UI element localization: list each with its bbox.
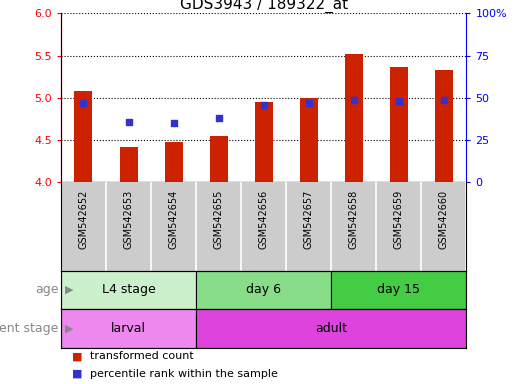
Bar: [344, 54, 363, 182]
Point: [80, 100, 88, 106]
Text: age: age: [35, 283, 58, 296]
Text: ▶: ▶: [58, 323, 74, 333]
Point: [124, 119, 132, 125]
Point: [350, 96, 358, 103]
Point: [440, 96, 448, 103]
Point: [214, 115, 223, 121]
Bar: [254, 102, 272, 182]
Bar: [435, 70, 453, 182]
Bar: [209, 136, 228, 182]
Text: ▶: ▶: [58, 285, 74, 295]
Point: [394, 98, 403, 104]
Bar: [331, 271, 466, 309]
Title: GDS3943 / 189322_at: GDS3943 / 189322_at: [180, 0, 348, 13]
Bar: [196, 271, 331, 309]
Text: day 6: day 6: [246, 283, 281, 296]
Text: adult: adult: [315, 322, 347, 335]
Bar: [196, 309, 466, 348]
Text: development stage: development stage: [0, 322, 58, 335]
Text: GSM542660: GSM542660: [439, 189, 449, 248]
Text: ■: ■: [72, 369, 82, 379]
Text: ■: ■: [72, 351, 82, 361]
Bar: [61, 309, 196, 348]
Bar: [390, 67, 408, 182]
Text: larval: larval: [111, 322, 146, 335]
Text: L4 stage: L4 stage: [102, 283, 155, 296]
Bar: [119, 147, 138, 182]
Text: GSM542655: GSM542655: [214, 189, 224, 249]
Bar: [61, 271, 196, 309]
Point: [304, 100, 313, 106]
Point: [169, 120, 178, 126]
Text: GSM542653: GSM542653: [123, 189, 134, 249]
Bar: [74, 91, 92, 182]
Text: transformed count: transformed count: [90, 351, 194, 361]
Text: GSM542657: GSM542657: [304, 189, 314, 249]
Text: day 15: day 15: [377, 283, 420, 296]
Text: percentile rank within the sample: percentile rank within the sample: [90, 369, 278, 379]
Text: GSM542658: GSM542658: [349, 189, 359, 249]
Bar: [300, 98, 318, 182]
Text: GSM542656: GSM542656: [259, 189, 269, 249]
Point: [259, 102, 268, 108]
Bar: [164, 142, 182, 182]
Text: GSM542654: GSM542654: [169, 189, 179, 249]
Text: GSM542659: GSM542659: [394, 189, 404, 249]
Text: GSM542652: GSM542652: [78, 189, 89, 249]
